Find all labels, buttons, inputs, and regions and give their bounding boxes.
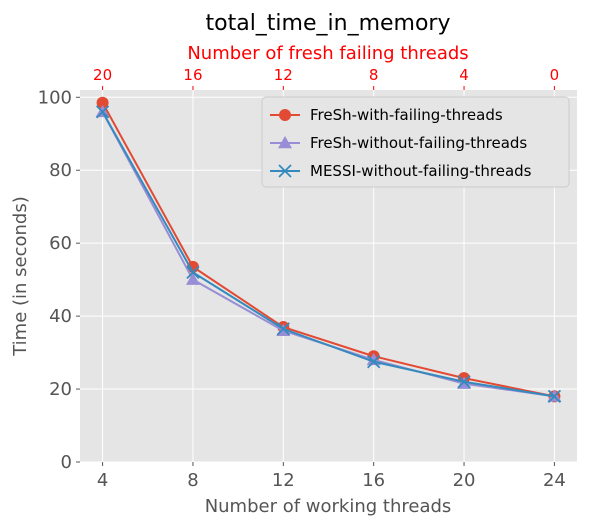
x-tick-label: 8	[187, 470, 198, 491]
y-tick-label: 80	[49, 160, 72, 181]
top-axis-label: Number of fresh failing threads	[187, 43, 468, 64]
series-3	[95, 105, 562, 403]
y-tick-label: 40	[49, 306, 72, 327]
data-point	[185, 272, 200, 285]
legend-marker	[278, 164, 292, 178]
chart-title: total_time_in_memory	[206, 11, 451, 36]
x-marker-stroke	[278, 164, 292, 178]
data-point	[547, 389, 562, 403]
legend-items: FreSh-with-failing-threads FreSh-without-…	[270, 106, 532, 180]
y-tick-label: 20	[49, 379, 72, 400]
legend-item: FreSh-without-failing-threads	[270, 134, 527, 152]
legend-label: FreSh-with-failing-threads	[310, 106, 503, 124]
legend-box	[261, 96, 570, 188]
x-tick-label: 4	[97, 470, 108, 491]
y-tick-label: 100	[38, 87, 72, 108]
x-marker-stroke	[457, 375, 471, 389]
data-point	[186, 265, 200, 279]
series-group	[95, 96, 562, 403]
x-axis-label: Number of working threads	[205, 496, 452, 517]
y-tick-label: 60	[49, 233, 72, 254]
legend-item: MESSI-without-failing-threads	[270, 162, 532, 180]
top-tick-label: 4	[459, 66, 469, 84]
x-marker-stroke	[367, 355, 381, 369]
x-tick-label: 16	[362, 470, 385, 491]
top-tick-label: 0	[550, 66, 560, 84]
data-point	[96, 96, 109, 109]
x-tick-label: 24	[543, 470, 566, 491]
data-point	[276, 322, 290, 336]
legend-item: FreSh-with-failing-threads	[270, 106, 503, 124]
axis-ticks: 0 20 40 60 80 100 4 20 8 16 12 12 16 8 20 4 24 0	[38, 66, 566, 491]
data-point	[95, 105, 110, 119]
legend-marker	[279, 109, 291, 121]
y-axis-label: Time (in seconds)	[10, 196, 31, 357]
legend: FreSh-with-failing-threads FreSh-without-…	[261, 96, 570, 188]
legend-label: MESSI-without-failing-threads	[310, 162, 532, 180]
top-tick-label: 8	[369, 66, 379, 84]
legend-label: FreSh-without-failing-threads	[310, 134, 527, 152]
data-point	[457, 375, 471, 389]
top-tick-label: 12	[274, 66, 293, 84]
top-tick-label: 20	[93, 66, 112, 84]
x-marker-stroke	[186, 265, 200, 279]
series-line	[101, 102, 555, 398]
x-marker-stroke	[547, 389, 562, 403]
y-tick-label: 0	[61, 452, 72, 473]
x-marker-stroke	[95, 105, 110, 119]
series-line	[101, 111, 555, 398]
legend-marker	[278, 136, 292, 149]
x-tick-label: 20	[453, 470, 476, 491]
x-marker-stroke	[276, 322, 290, 336]
top-tick-label: 16	[183, 66, 202, 84]
x-tick-label: 12	[272, 470, 295, 491]
data-point	[367, 355, 381, 369]
